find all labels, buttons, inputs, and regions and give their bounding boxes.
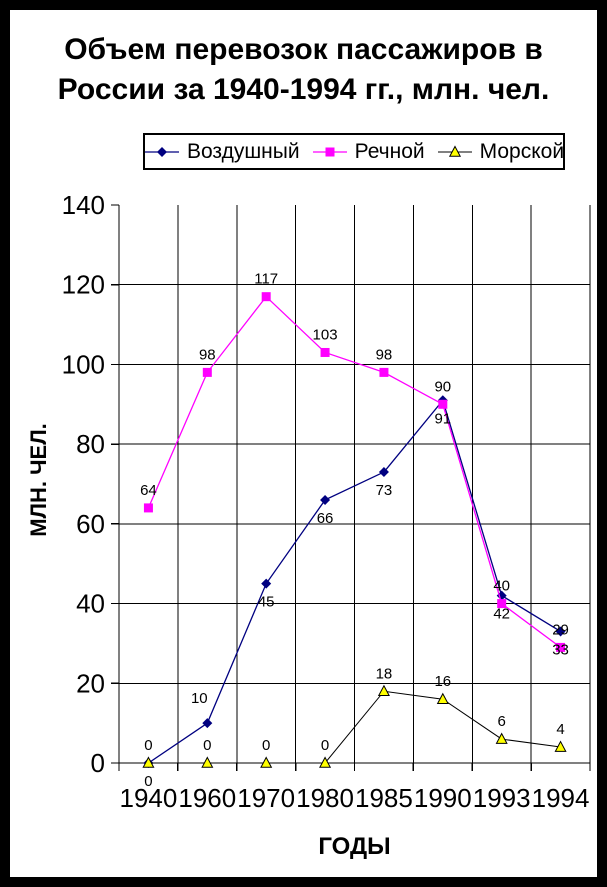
- x-axis-title: ГОДЫ: [318, 833, 391, 860]
- svg-text:98: 98: [376, 346, 393, 363]
- svg-text:64: 64: [140, 482, 157, 499]
- svg-text:42: 42: [493, 606, 510, 623]
- chart-title-line2: России за 1940-1994 гг., млн. чел.: [57, 73, 550, 106]
- svg-text:120: 120: [62, 270, 105, 300]
- series-river-data-labels: 64 98 117 103 98 90 40 29: [140, 271, 569, 639]
- svg-text:33: 33: [552, 641, 569, 658]
- svg-text:1985: 1985: [355, 783, 413, 813]
- legend-item-air: Воздушный: [144, 140, 300, 164]
- diamond-marker-icon: [144, 146, 179, 157]
- svg-text:60: 60: [76, 509, 105, 539]
- svg-text:1960: 1960: [178, 783, 236, 813]
- legend-item-river: Речной: [312, 140, 425, 164]
- triangle-marker-icon: [437, 144, 472, 157]
- svg-text:1970: 1970: [237, 783, 295, 813]
- svg-text:98: 98: [199, 346, 216, 363]
- svg-text:90: 90: [434, 378, 451, 395]
- y-axis-title: МЛН. ЧЕЛ.: [26, 423, 51, 537]
- svg-text:1993: 1993: [473, 783, 531, 813]
- svg-text:103: 103: [313, 326, 338, 343]
- svg-text:1940: 1940: [120, 783, 178, 813]
- svg-text:40: 40: [76, 589, 105, 619]
- square-marker-icon: [312, 147, 347, 156]
- svg-text:6: 6: [498, 713, 506, 730]
- svg-text:1980: 1980: [296, 783, 354, 813]
- svg-text:40: 40: [493, 578, 510, 595]
- svg-text:91: 91: [434, 410, 451, 427]
- svg-text:1990: 1990: [414, 783, 472, 813]
- svg-text:80: 80: [76, 429, 105, 459]
- svg-text:4: 4: [556, 721, 564, 738]
- svg-text:140: 140: [62, 190, 105, 220]
- legend-label-sea: Морской: [479, 139, 565, 163]
- svg-text:18: 18: [376, 665, 393, 682]
- svg-text:20: 20: [76, 668, 105, 698]
- series-sea: [142, 684, 567, 768]
- y-axis-tick-labels: 0 20 40 60 80 100 120 140: [62, 190, 105, 778]
- legend: Воздушный Речной Морской: [143, 133, 565, 170]
- series-air-data-labels: 0 10 45 66 73 91 42 33: [144, 410, 569, 790]
- svg-text:66: 66: [317, 510, 334, 527]
- gridlines: [118, 205, 591, 763]
- svg-text:1994: 1994: [532, 783, 590, 813]
- chart-title-line1: Объем перевозок пассажиров в: [64, 33, 543, 66]
- svg-text:0: 0: [262, 737, 270, 754]
- svg-text:0: 0: [203, 737, 211, 754]
- svg-text:73: 73: [376, 482, 393, 499]
- svg-text:0: 0: [321, 737, 329, 754]
- svg-text:0: 0: [144, 737, 152, 754]
- svg-text:16: 16: [434, 673, 451, 690]
- chart-title: Объем перевозок пассажиров в России за 1…: [0, 30, 607, 110]
- svg-text:10: 10: [191, 690, 208, 707]
- svg-text:100: 100: [62, 349, 105, 379]
- series-sea-data-labels: 0 0 0 0 18 16 6 4: [144, 665, 564, 754]
- legend-item-sea: Морской: [437, 140, 564, 164]
- series-river: [143, 292, 566, 652]
- svg-text:117: 117: [254, 271, 278, 288]
- svg-text:45: 45: [258, 594, 275, 611]
- legend-label-river: Речной: [354, 139, 425, 163]
- legend-label-air: Воздушный: [186, 139, 300, 163]
- svg-text:0: 0: [91, 748, 105, 778]
- svg-text:0: 0: [144, 773, 152, 790]
- svg-text:29: 29: [552, 621, 569, 638]
- x-axis-tick-labels: 1940 1960 1970 1980 1985 1990 1993 1994: [120, 783, 590, 813]
